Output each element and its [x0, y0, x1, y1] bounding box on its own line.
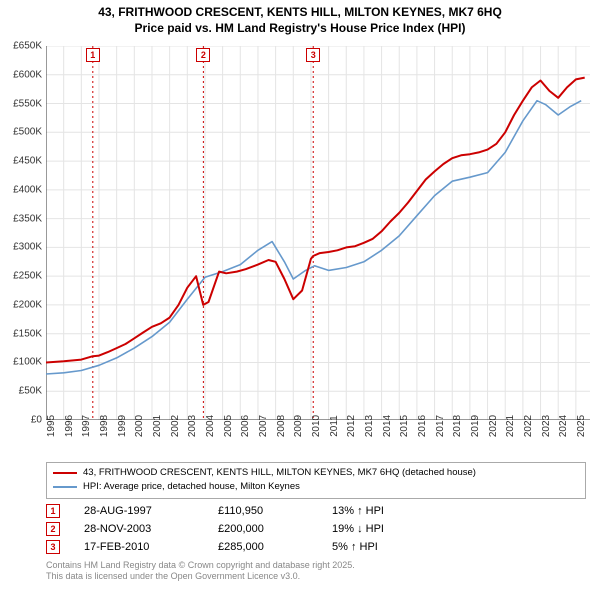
events-table: 1 28-AUG-1997 £110,950 13% ↑ HPI 2 28-NO…: [46, 502, 586, 556]
x-tick-label: 2020: [488, 415, 499, 437]
event-date-2: 28-NOV-2003: [84, 523, 194, 535]
y-tick-label: £200K: [13, 299, 42, 310]
chart-event-marker-2: 2: [196, 48, 210, 62]
footer-attribution: Contains HM Land Registry data © Crown c…: [46, 560, 355, 583]
event-delta-2: 19% ↓ HPI: [332, 523, 384, 535]
legend-item-property: 43, FRITHWOOD CRESCENT, KENTS HILL, MILT…: [53, 466, 579, 480]
y-tick-label: £250K: [13, 271, 42, 282]
x-tick-label: 2012: [346, 415, 357, 437]
y-tick-label: £600K: [13, 69, 42, 80]
event-date-3: 17-FEB-2010: [84, 541, 194, 553]
x-tick-label: 2000: [134, 415, 145, 437]
x-tick-label: 2017: [435, 415, 446, 437]
y-tick-label: £350K: [13, 213, 42, 224]
x-tick-label: 2024: [558, 415, 569, 437]
x-tick-label: 2016: [417, 415, 428, 437]
chart-plot-area: 1 2 3: [46, 46, 590, 420]
x-axis: 1995199619971998199920002001200220032004…: [46, 420, 590, 460]
x-tick-label: 2006: [240, 415, 251, 437]
x-tick-label: 2018: [452, 415, 463, 437]
x-tick-label: 2001: [152, 415, 163, 437]
y-tick-label: £650K: [13, 41, 42, 52]
y-tick-label: £500K: [13, 127, 42, 138]
x-tick-label: 2014: [382, 415, 393, 437]
title-line-1: 43, FRITHWOOD CRESCENT, KENTS HILL, MILT…: [0, 4, 600, 20]
y-tick-label: £450K: [13, 156, 42, 167]
event-price-1: £110,950: [218, 505, 308, 517]
event-row-2: 2 28-NOV-2003 £200,000 19% ↓ HPI: [46, 520, 586, 538]
legend-item-hpi: HPI: Average price, detached house, Milt…: [53, 480, 579, 494]
event-row-1: 1 28-AUG-1997 £110,950 13% ↑ HPI: [46, 502, 586, 520]
x-tick-label: 2005: [223, 415, 234, 437]
y-tick-label: £550K: [13, 98, 42, 109]
footer-line-2: This data is licensed under the Open Gov…: [46, 571, 355, 582]
x-tick-label: 1998: [99, 415, 110, 437]
y-tick-label: £100K: [13, 357, 42, 368]
y-tick-label: £400K: [13, 184, 42, 195]
legend-swatch-hpi: [53, 486, 77, 488]
legend-label-property: 43, FRITHWOOD CRESCENT, KENTS HILL, MILT…: [83, 466, 476, 480]
chart-event-marker-1: 1: [86, 48, 100, 62]
y-tick-label: £0: [31, 415, 42, 426]
x-tick-label: 2007: [258, 415, 269, 437]
event-delta-1: 13% ↑ HPI: [332, 505, 384, 517]
x-tick-label: 2015: [399, 415, 410, 437]
legend-label-hpi: HPI: Average price, detached house, Milt…: [83, 480, 300, 494]
legend-swatch-property: [53, 472, 77, 474]
x-tick-label: 2010: [311, 415, 322, 437]
x-tick-label: 1999: [117, 415, 128, 437]
y-tick-label: £300K: [13, 242, 42, 253]
footer-line-1: Contains HM Land Registry data © Crown c…: [46, 560, 355, 571]
x-tick-label: 2003: [187, 415, 198, 437]
event-price-3: £285,000: [218, 541, 308, 553]
x-tick-label: 2013: [364, 415, 375, 437]
title-line-2: Price paid vs. HM Land Registry's House …: [0, 20, 600, 36]
x-tick-label: 2009: [293, 415, 304, 437]
event-marker-3: 3: [46, 540, 60, 554]
legend: 43, FRITHWOOD CRESCENT, KENTS HILL, MILT…: [46, 462, 586, 499]
chart-event-marker-3: 3: [306, 48, 320, 62]
event-marker-2: 2: [46, 522, 60, 536]
x-tick-label: 2008: [276, 415, 287, 437]
y-tick-label: £150K: [13, 328, 42, 339]
chart-title: 43, FRITHWOOD CRESCENT, KENTS HILL, MILT…: [0, 0, 600, 36]
x-tick-label: 2004: [205, 415, 216, 437]
event-marker-1: 1: [46, 504, 60, 518]
x-tick-label: 1996: [64, 415, 75, 437]
y-tick-label: £50K: [19, 386, 42, 397]
x-tick-label: 2023: [541, 415, 552, 437]
y-axis: £0£50K£100K£150K£200K£250K£300K£350K£400…: [0, 46, 46, 420]
event-delta-3: 5% ↑ HPI: [332, 541, 378, 553]
x-tick-label: 2021: [505, 415, 516, 437]
x-tick-label: 1995: [46, 415, 57, 437]
x-tick-label: 2019: [470, 415, 481, 437]
x-tick-label: 2011: [329, 415, 340, 437]
event-row-3: 3 17-FEB-2010 £285,000 5% ↑ HPI: [46, 538, 586, 556]
x-tick-label: 2022: [523, 415, 534, 437]
event-date-1: 28-AUG-1997: [84, 505, 194, 517]
event-price-2: £200,000: [218, 523, 308, 535]
x-tick-label: 2025: [576, 415, 587, 437]
chart-svg: [46, 46, 590, 420]
x-tick-label: 1997: [81, 415, 92, 437]
x-tick-label: 2002: [170, 415, 181, 437]
